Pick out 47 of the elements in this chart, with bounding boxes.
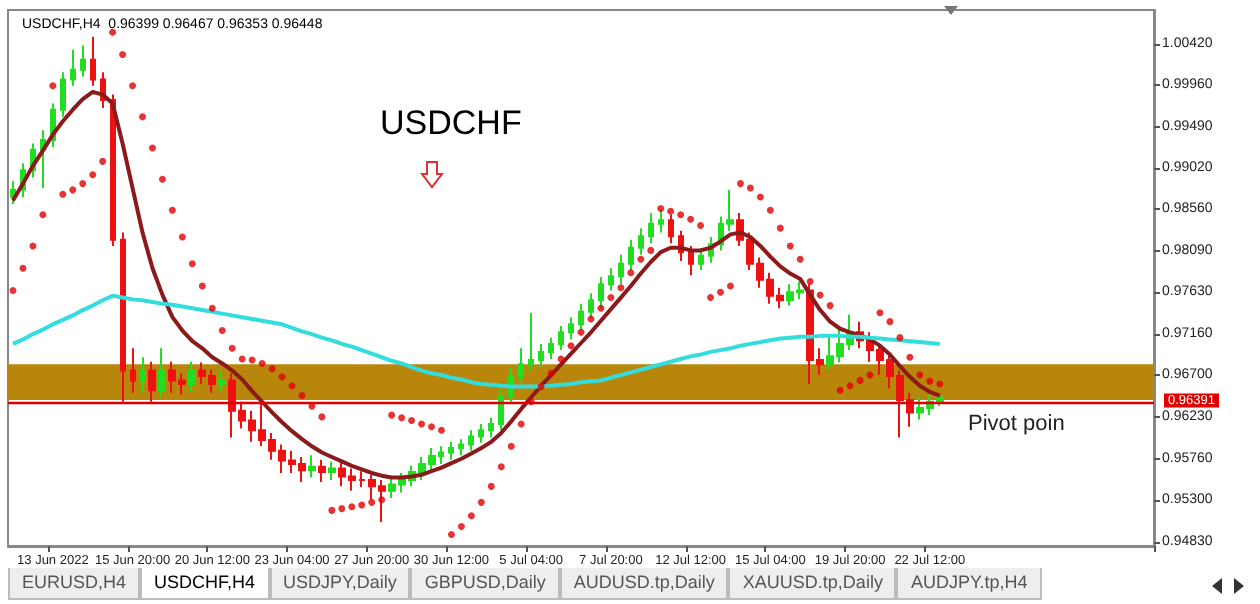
line-series xyxy=(10,293,942,389)
text: AUDJPY.tp,H4 xyxy=(896,568,1042,600)
candlestick xyxy=(608,267,614,292)
candlestick xyxy=(568,316,574,341)
candlestick xyxy=(518,347,524,384)
text: USDJPY,Daily xyxy=(269,568,411,600)
candlestick xyxy=(638,227,644,256)
candlestick xyxy=(498,387,504,432)
candlestick xyxy=(448,440,454,461)
annotation: Pivot poin xyxy=(968,412,1065,436)
text: USDCHF,H4 xyxy=(140,568,270,600)
candlestick xyxy=(458,438,464,457)
candlestick xyxy=(70,49,76,87)
candlestick xyxy=(60,71,66,118)
line-series xyxy=(10,89,942,480)
candlestick xyxy=(488,416,494,439)
candlestick xyxy=(318,458,326,483)
candlestick xyxy=(148,360,156,403)
candlestick xyxy=(698,247,704,271)
text: XAUUSD.tp,Daily xyxy=(728,568,897,600)
candlestick xyxy=(80,44,86,78)
candlestick xyxy=(120,231,126,403)
candlestick xyxy=(548,336,554,361)
candlestick xyxy=(188,360,196,393)
candlestick xyxy=(308,454,316,479)
text: AUDUSD.tp,Daily xyxy=(559,568,729,600)
candlestick xyxy=(10,179,16,206)
candlestick xyxy=(130,347,136,394)
candlestick xyxy=(528,311,534,372)
candlestick xyxy=(478,423,484,444)
candlestick xyxy=(588,292,594,320)
annotation: USDCHF xyxy=(380,104,522,144)
candlestick xyxy=(218,369,226,393)
candlestick xyxy=(658,209,664,234)
candlestick xyxy=(328,460,336,482)
candlestick xyxy=(468,429,474,452)
text: EURUSD,H4 xyxy=(8,568,141,600)
candlestick xyxy=(648,212,654,245)
candlestick xyxy=(110,93,116,247)
candlestick xyxy=(558,325,564,352)
candlestick xyxy=(578,302,584,332)
candlestick xyxy=(158,347,166,399)
candlestick xyxy=(140,356,146,394)
text: GBPUSD,Daily xyxy=(410,568,560,600)
candlestick xyxy=(538,342,544,368)
candlestick xyxy=(688,244,694,277)
candlestick xyxy=(90,35,96,87)
